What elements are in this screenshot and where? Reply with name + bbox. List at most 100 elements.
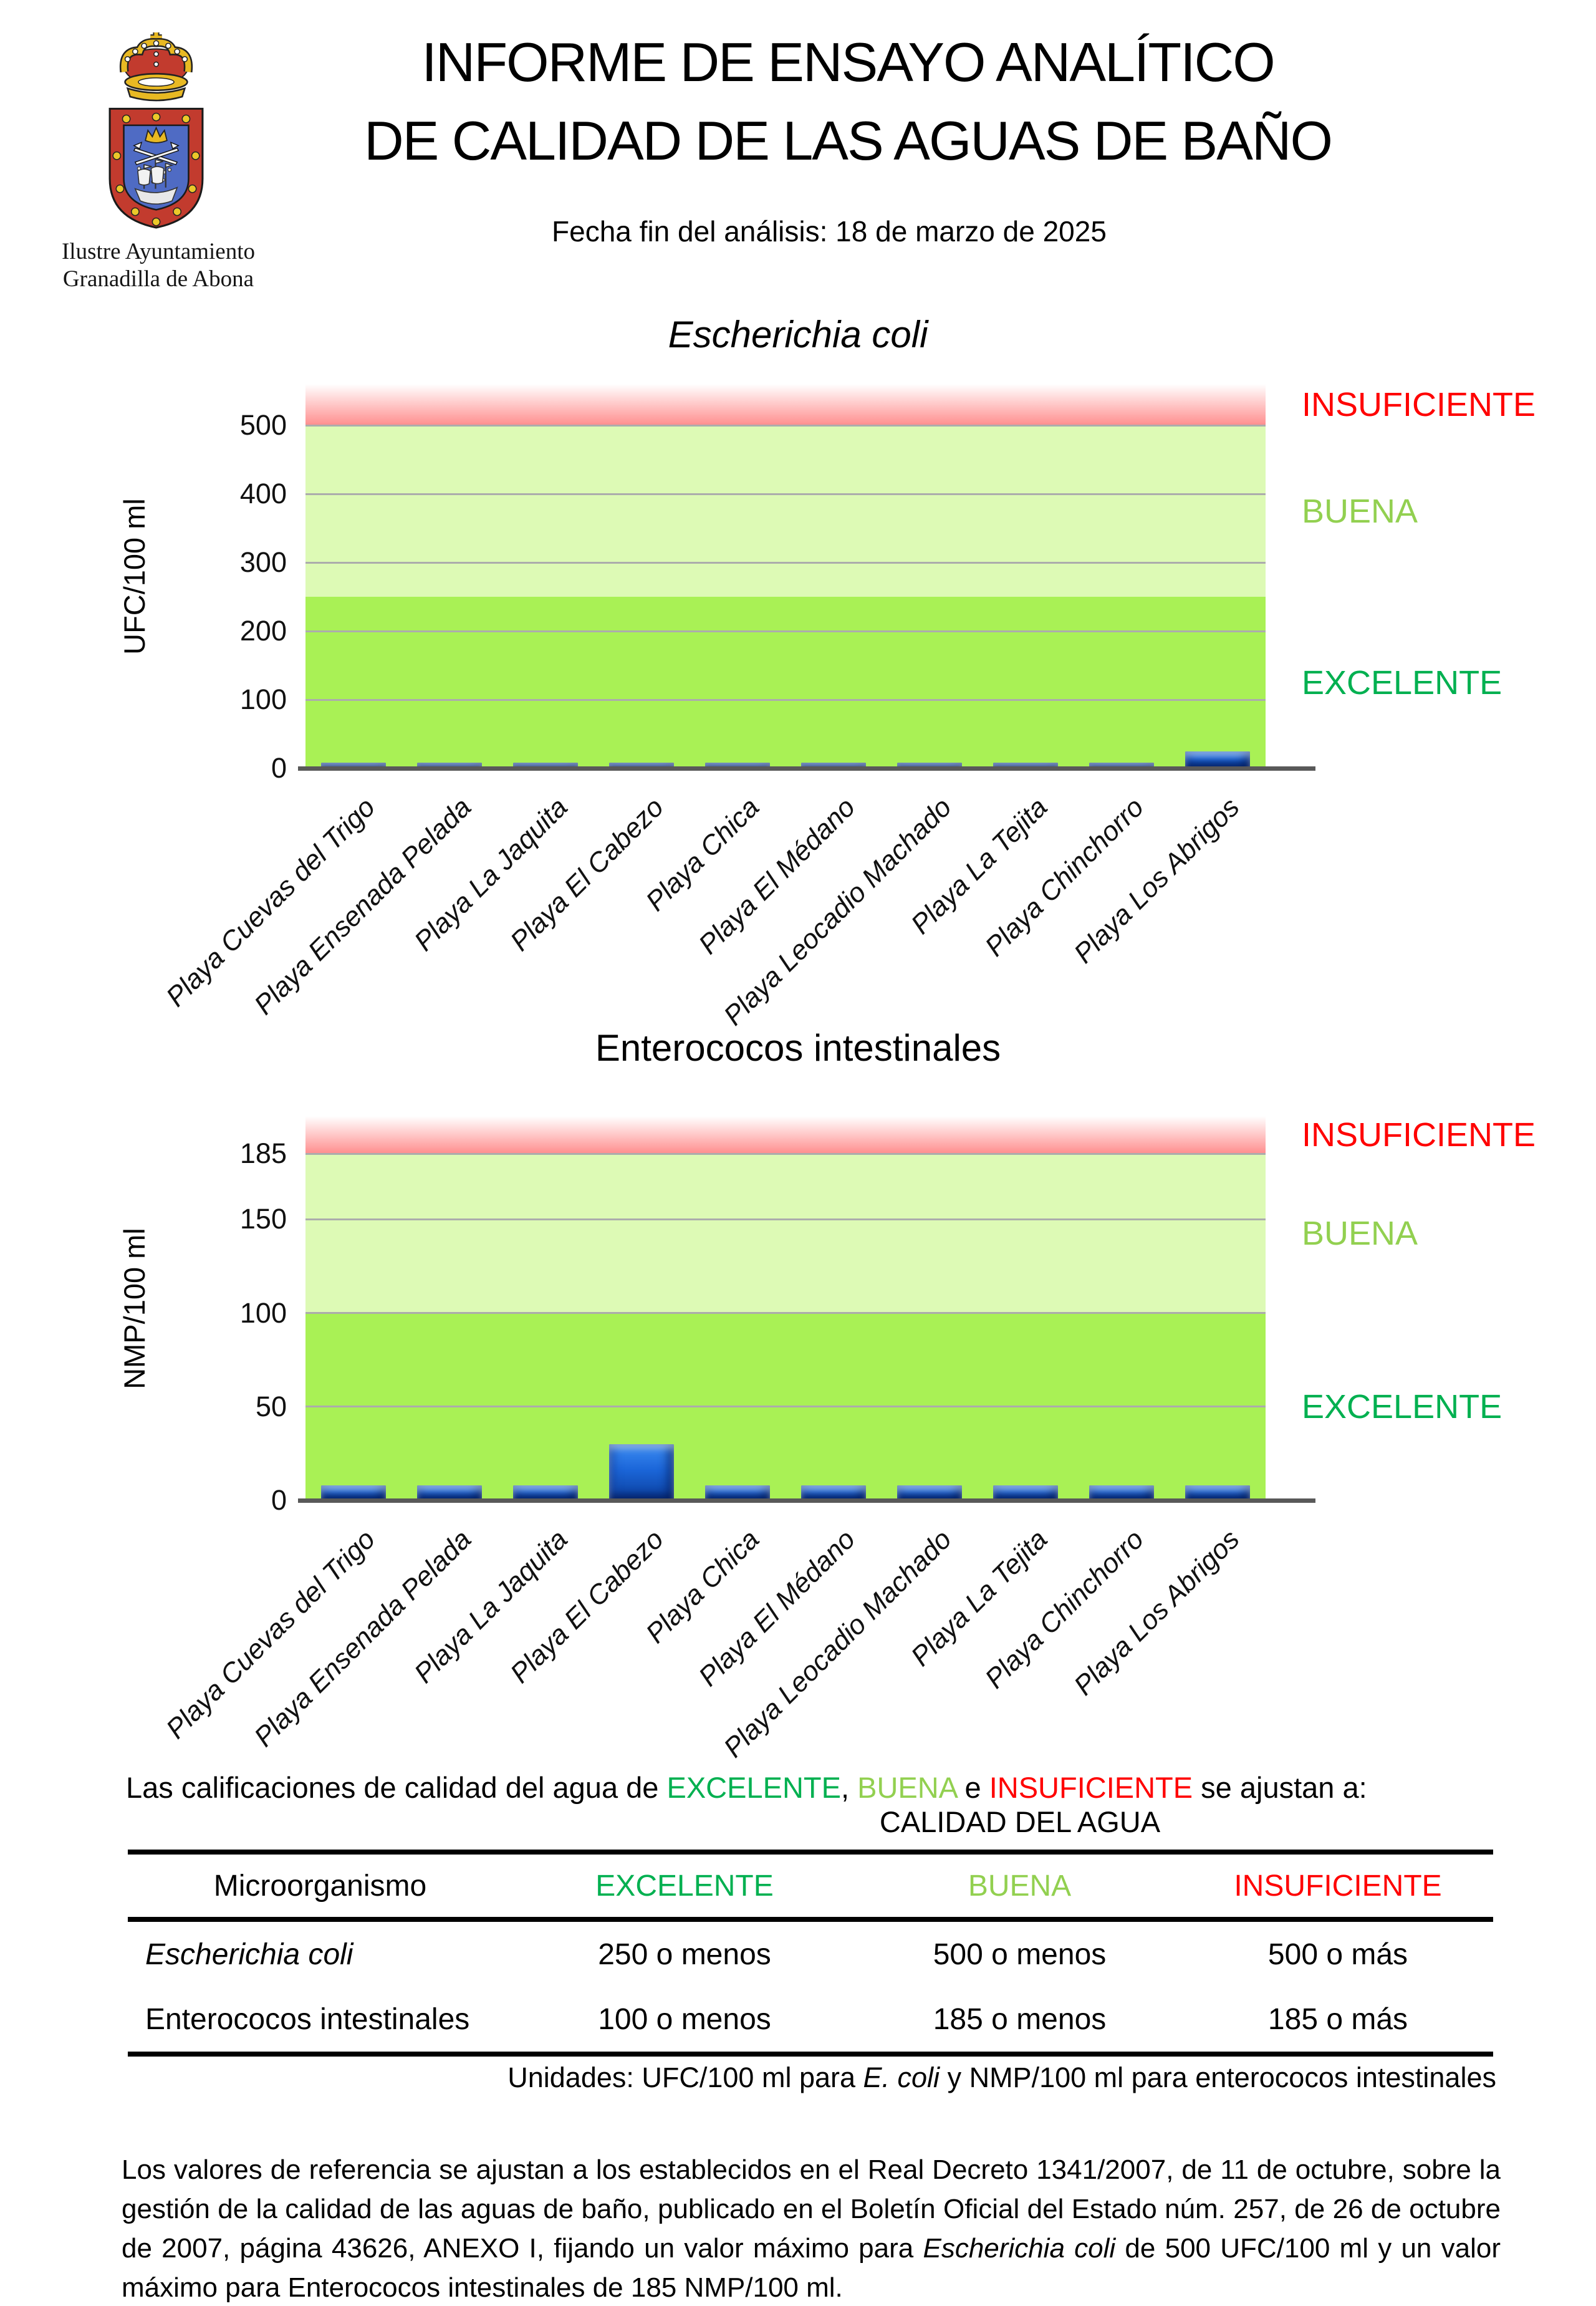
bar-playa-chica <box>705 763 770 768</box>
footer-ecoli-italic: Escherichia coli <box>923 2233 1116 2264</box>
quality-label-buena: BUENA <box>1302 492 1418 530</box>
quality-label-buena: BUENA <box>1302 1214 1418 1252</box>
quality-label-excelente: EXCELENTE <box>1302 1387 1502 1426</box>
zone-buena <box>305 425 1266 597</box>
bar-playa-ensenada-pelada <box>417 1485 482 1500</box>
intro-text: Las calificaciones de calidad del agua d… <box>126 1771 667 1804</box>
ship-icon <box>134 158 178 205</box>
x-category-label: Playa Los Abrigos <box>1068 1523 1246 1702</box>
x-axis-line <box>298 766 1315 771</box>
intro-tail: se ajustan a: <box>1193 1771 1367 1804</box>
bar-playa-la-tejita <box>993 763 1058 768</box>
qualifications-sentence: Las calificaciones de calidad del agua d… <box>126 1770 1535 1805</box>
bar-playa-la-tejita <box>993 1485 1058 1500</box>
row-enterococci-buena: 185 o menos <box>933 2002 1107 2036</box>
bar-playa-los-abrigos <box>1185 1485 1250 1500</box>
logo-org-name: Ilustre Ayuntamiento <box>61 239 256 264</box>
table-header-row: Microorganismo EXCELENTE BUENA INSUFICIE… <box>128 1855 1493 1922</box>
row-enterococci-excelente: 100 o menos <box>598 2002 771 2036</box>
excelente-word: EXCELENTE <box>666 1771 841 1804</box>
col-header-buena: BUENA <box>968 1869 1072 1903</box>
bar-playa-el-médano <box>801 1485 866 1500</box>
row-ecoli-excelente: 250 o menos <box>598 1937 771 1971</box>
table-caption: CALIDAD DEL AGUA <box>879 1805 1161 1838</box>
chart-title: Enterococos intestinales <box>595 1027 1001 1069</box>
col-header-excelente: EXCELENTE <box>595 1869 774 1903</box>
bar-playa-el-cabezo <box>609 763 674 768</box>
bar-playa-la-jaquita <box>513 1485 578 1500</box>
units-tail: y NMP/100 ml para enterococos intestinal… <box>940 2062 1496 2093</box>
bar-playa-leocadio-machado <box>897 763 962 768</box>
gridline-185 <box>305 1152 1266 1155</box>
bar-playa-chinchorro <box>1089 1485 1154 1500</box>
row-enterococci-name: Enterococos intestinales <box>145 2002 470 2036</box>
logo-org-place: Granadilla de Abona <box>62 266 254 292</box>
y-tick-label: 50 <box>255 1390 287 1422</box>
gridline-500 <box>305 424 1266 427</box>
y-tick-label: 300 <box>239 546 287 578</box>
y-tick-label: 200 <box>239 615 287 647</box>
report-title-line2: DE CALIDAD DE LAS AGUAS DE BAÑO <box>364 110 1333 171</box>
bar-playa-el-cabezo <box>609 1444 674 1500</box>
quality-label-excelente: EXCELENTE <box>1302 663 1502 702</box>
col-header-insuficiente: INSUFICIENTE <box>1234 1869 1442 1903</box>
gridline-200 <box>305 630 1266 632</box>
y-tick-label: 0 <box>271 752 287 784</box>
chart-title: Escherichia coli <box>668 314 928 355</box>
footer-text: Los valores de referencia se ajustan a l… <box>122 2154 1501 2264</box>
zone-insuficiente <box>305 384 1266 425</box>
reference-paragraph: Los valores de referencia se ajustan a l… <box>122 2150 1501 2306</box>
report-title-line1: INFORME DE ENSAYO ANALÍTICO <box>421 31 1275 93</box>
gridline-400 <box>305 493 1266 495</box>
rosebuds <box>112 112 200 226</box>
bar-playa-la-jaquita <box>513 763 578 768</box>
analysis-end-date: Fecha fin del análisis: 18 de marzo de 2… <box>552 215 1107 248</box>
intro-sep1: , <box>840 1771 858 1804</box>
table-row: Enterococos intestinales 100 o menos 185… <box>128 1987 1493 2052</box>
gridline-100 <box>305 698 1266 701</box>
y-axis-title-text: NMP/100 ml <box>117 1227 151 1389</box>
col-header-microorganismo: Microorganismo <box>213 1869 427 1903</box>
footer-tail: de 500 UFC/100 ml y un valor máximo para… <box>122 2233 1501 2303</box>
row-ecoli-insuficiente: 500 o más <box>1267 1937 1408 1971</box>
coat-of-arms <box>108 32 204 229</box>
bar-playa-el-médano <box>801 763 866 768</box>
y-tick-label: 150 <box>239 1203 287 1235</box>
insuficiente-word: INSUFICIENTE <box>989 1771 1193 1804</box>
y-tick-label: 400 <box>239 478 287 509</box>
bar-playa-cuevas-del-trigo <box>321 1485 386 1500</box>
zone-insuficiente <box>305 1116 1266 1154</box>
buena-word: BUENA <box>857 1771 957 1804</box>
units-text: Unidades: UFC/100 ml para <box>507 2062 863 2093</box>
y-axis-title-text: UFC/100 ml <box>117 498 151 655</box>
bar-playa-cuevas-del-trigo <box>321 763 386 768</box>
intro-sep2: e <box>956 1771 989 1804</box>
bar-playa-ensenada-pelada <box>417 763 482 768</box>
plot-area <box>305 384 1266 768</box>
shield-icon <box>108 107 204 229</box>
quality-label-insuficiente: INSUFICIENTE <box>1302 1116 1536 1154</box>
row-ecoli-name: Escherichia coli <box>145 1937 353 1971</box>
water-quality-table: Microorganismo EXCELENTE BUENA INSUFICIE… <box>128 1850 1493 2057</box>
y-tick-label: 100 <box>239 1296 287 1329</box>
row-ecoli-buena: 500 o menos <box>933 1937 1107 1971</box>
gridline-100 <box>305 1312 1266 1315</box>
bar-playa-los-abrigos <box>1185 751 1250 768</box>
y-tick-label: 185 <box>239 1137 287 1170</box>
units-note: Unidades: UFC/100 ml para E. coli y NMP/… <box>224 2062 1496 2094</box>
zone-excelente <box>305 597 1266 768</box>
crossed-banners-icon <box>133 142 180 165</box>
bar-playa-chinchorro <box>1089 763 1154 768</box>
gridline-150 <box>305 1218 1266 1220</box>
units-ecoli-italic: E. coli <box>863 2062 940 2093</box>
quality-label-insuficiente: INSUFICIENTE <box>1302 386 1536 423</box>
bar-playa-chica <box>705 1485 770 1500</box>
y-tick-label: 0 <box>271 1484 287 1516</box>
bar-playa-leocadio-machado <box>897 1485 962 1500</box>
x-category-label: Playa Los Abrigos <box>1068 791 1246 970</box>
zone-buena <box>305 1154 1266 1313</box>
y-tick-label: 100 <box>239 683 287 715</box>
y-tick-label: 500 <box>239 409 287 441</box>
crown-icon <box>119 32 193 102</box>
